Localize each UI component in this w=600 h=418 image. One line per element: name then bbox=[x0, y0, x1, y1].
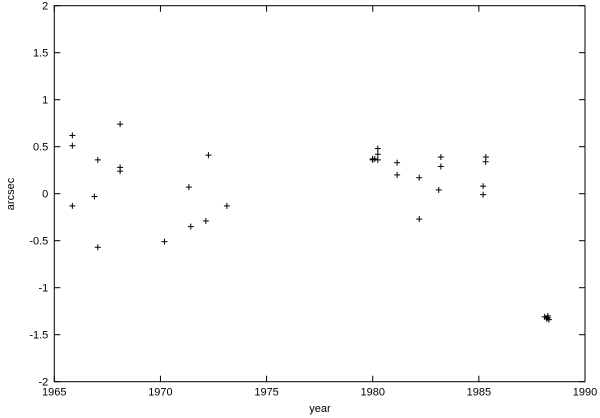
data-point bbox=[371, 155, 378, 162]
data-point bbox=[94, 156, 101, 163]
data-point bbox=[544, 312, 551, 319]
data-point bbox=[205, 152, 212, 159]
data-point bbox=[437, 163, 444, 170]
data-point bbox=[223, 202, 230, 209]
x-tick-label: 1975 bbox=[254, 387, 278, 399]
data-point bbox=[161, 238, 168, 245]
data-point bbox=[69, 142, 76, 149]
data-point bbox=[545, 316, 552, 323]
data-point bbox=[435, 186, 442, 193]
x-tick-label: 1985 bbox=[467, 387, 491, 399]
data-point bbox=[480, 191, 487, 198]
plot-frame bbox=[53, 5, 586, 383]
data-point bbox=[394, 159, 401, 166]
y-tick-label: 0.5 bbox=[33, 142, 48, 154]
y-tick-label: -1.5 bbox=[29, 330, 48, 342]
y-tick-label: -1 bbox=[39, 283, 49, 295]
data-point bbox=[416, 216, 423, 223]
data-point bbox=[374, 151, 381, 158]
y-tick-label: -2 bbox=[39, 377, 49, 389]
data-point bbox=[91, 193, 98, 200]
data-point bbox=[117, 168, 124, 175]
data-point bbox=[374, 145, 381, 152]
data-point bbox=[374, 156, 381, 163]
data-point bbox=[480, 183, 487, 190]
data-point bbox=[202, 217, 209, 224]
data-point bbox=[394, 171, 401, 178]
y-tick-label: -0.5 bbox=[29, 236, 48, 248]
y-tick-label: 0 bbox=[42, 189, 48, 201]
y-tick-label: 1.5 bbox=[33, 48, 48, 60]
data-point bbox=[187, 223, 194, 230]
x-tick-label: 1965 bbox=[42, 387, 66, 399]
data-point bbox=[117, 121, 124, 128]
y-tick-label: 1 bbox=[42, 95, 48, 107]
y-axis-label: arcsec bbox=[5, 177, 17, 210]
x-tick-label: 1980 bbox=[360, 387, 384, 399]
y-axis: -2 -1.5 -1 -0.5 0 0.5 1 1.5 2 bbox=[29, 1, 585, 389]
data-point bbox=[69, 132, 76, 139]
data-points bbox=[69, 121, 552, 323]
y-tick-label: 2 bbox=[42, 1, 48, 13]
data-point bbox=[482, 158, 489, 165]
x-axis-label: year bbox=[309, 403, 331, 415]
data-point bbox=[185, 184, 192, 191]
data-point bbox=[94, 244, 101, 251]
data-point bbox=[437, 154, 444, 161]
x-axis: 1965 1970 1975 1980 1985 1990 bbox=[42, 5, 597, 399]
data-point bbox=[416, 174, 423, 181]
data-point bbox=[69, 202, 76, 209]
x-tick-label: 1970 bbox=[148, 387, 172, 399]
x-tick-label: 1990 bbox=[573, 387, 597, 399]
